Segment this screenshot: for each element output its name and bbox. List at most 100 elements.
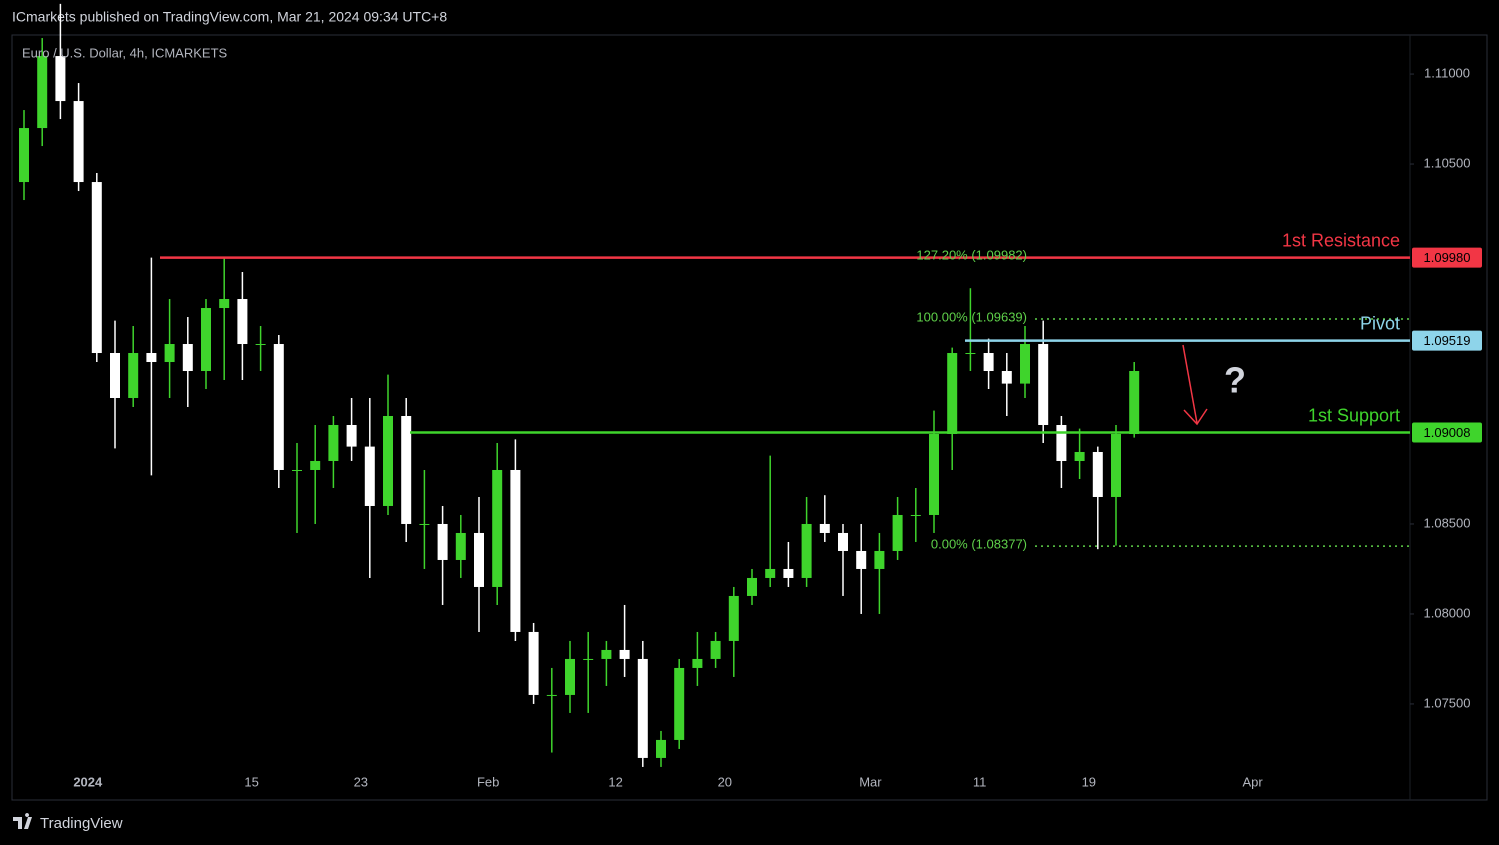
candle-body	[637, 658, 648, 758]
candle-body	[1129, 371, 1140, 434]
candle-body	[801, 523, 812, 578]
brand: TradingView	[40, 815, 123, 832]
x-tick-label: 12	[608, 774, 622, 789]
candle-body	[747, 577, 757, 596]
candle-body	[583, 658, 594, 660]
candle-body	[856, 550, 867, 569]
logo-mark	[13, 813, 32, 829]
x-tick-label: 20	[718, 774, 732, 789]
symbol-legend: Euro / U.S. Dollar, 4h, ICMARKETS	[22, 45, 228, 60]
candle-body	[692, 658, 703, 668]
candle-body	[1020, 344, 1030, 384]
candle-body	[728, 595, 739, 641]
fib-label: 0.00% (1.08377)	[931, 537, 1027, 552]
price-tag-label: 1.09008	[1424, 425, 1471, 440]
y-tick-label: 1.11000	[1424, 65, 1470, 80]
candle-body	[765, 568, 776, 578]
candle-body	[146, 353, 157, 363]
chart-frame	[11, 34, 1488, 801]
x-tick-label: 11	[973, 774, 987, 789]
candle-body	[182, 344, 193, 372]
candle-body	[91, 182, 102, 354]
candle-body	[656, 739, 666, 758]
candle-body	[110, 353, 120, 399]
candle-body	[1092, 451, 1103, 497]
candle-body	[783, 568, 794, 578]
candle-body	[474, 532, 484, 587]
candle-body	[910, 514, 921, 516]
candle-body	[983, 353, 994, 372]
candle-body	[401, 415, 412, 524]
x-tick-label: Feb	[477, 774, 499, 789]
price-tag-label: 1.09519	[1424, 333, 1471, 348]
x-tick-label: Apr	[1242, 774, 1263, 789]
fib-label: 127.20% (1.09982)	[916, 248, 1027, 263]
y-tick-label: 1.07500	[1424, 695, 1471, 710]
candle-body	[55, 56, 66, 102]
candle-body	[892, 514, 903, 551]
fib-label: 100.00% (1.09639)	[916, 309, 1027, 324]
x-tick-label: 15	[244, 774, 258, 789]
tradingview-logo: TradingView	[13, 813, 123, 832]
candle-body	[674, 667, 685, 740]
candle-body	[219, 299, 230, 309]
price-tag-label: 1.09980	[1424, 250, 1471, 265]
candle-body	[273, 344, 284, 470]
candle-body	[37, 56, 48, 129]
candle-body	[565, 658, 575, 695]
candle-body	[492, 469, 503, 587]
candle-body	[619, 649, 630, 659]
candle-body	[19, 128, 29, 183]
y-tick-label: 1.10500	[1424, 155, 1471, 170]
question-mark: ?	[1224, 360, 1246, 401]
arrow	[1182, 344, 1198, 424]
level-name: Pivot	[1360, 313, 1400, 333]
price-tag	[1412, 422, 1482, 443]
y-tick-label: 1.08500	[1424, 515, 1471, 530]
candle-body	[364, 446, 375, 506]
candle-body	[546, 694, 557, 696]
candle-body	[874, 550, 885, 569]
candle-body	[710, 640, 721, 659]
candle-body	[437, 523, 448, 560]
candle-body	[128, 353, 139, 399]
candle-body	[947, 353, 958, 434]
x-tick-label: Mar	[859, 774, 882, 789]
y-tick-label: 1.08000	[1424, 605, 1471, 620]
level-name: 1st Support	[1308, 405, 1400, 425]
candle-body	[528, 631, 539, 695]
candle-body	[601, 649, 612, 659]
price-tag	[1412, 330, 1482, 351]
candle-body	[1056, 424, 1067, 461]
candle-body	[255, 344, 266, 346]
candle-body	[965, 353, 976, 355]
candle-body	[383, 415, 393, 506]
candle-body	[201, 308, 211, 372]
candle-body	[328, 424, 339, 461]
x-tick-label: 19	[1082, 774, 1096, 789]
candle-body	[310, 460, 321, 470]
candle-body	[1111, 433, 1121, 497]
candle-body	[929, 433, 939, 515]
candle-body	[419, 523, 430, 525]
x-tick-label: 23	[354, 774, 368, 789]
candle-body	[819, 523, 830, 533]
plot	[19, 3, 1410, 767]
candle-body	[1001, 371, 1012, 384]
candle-body	[237, 299, 248, 345]
candle-body	[292, 469, 302, 471]
arrow-head	[1183, 408, 1208, 426]
candle-body	[73, 101, 84, 183]
x-tick-label: 2024	[73, 774, 103, 789]
price-tag	[1412, 247, 1482, 268]
candle-body	[1038, 344, 1049, 425]
candle-body	[346, 424, 357, 447]
candle-body	[164, 344, 175, 363]
candle-body	[1074, 451, 1085, 461]
header: ICmarkets published on TradingView.com, …	[12, 9, 447, 25]
candle-body	[455, 532, 466, 560]
candle-body	[510, 469, 521, 632]
level-name: 1st Resistance	[1282, 230, 1400, 250]
